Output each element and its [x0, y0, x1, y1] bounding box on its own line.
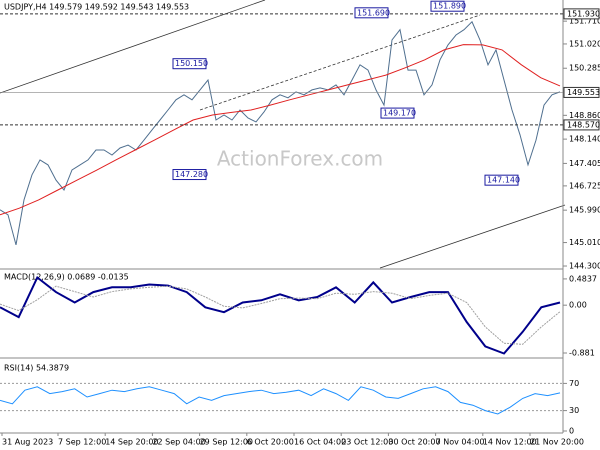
annotation-box: [430, 0, 465, 12]
annotation-label: 151.690: [357, 8, 390, 17]
y-tick-label: 144.300: [569, 262, 600, 271]
annotation-label: 149.170: [383, 109, 416, 118]
series-line: [0, 20, 561, 246]
y-tick-label: 150.285: [569, 64, 600, 73]
annotation-box: [172, 169, 207, 181]
y-tick-label: 30: [569, 406, 579, 415]
symbol-header: USDJPY,H4 149.579 149.592 149.543 149.55…: [4, 3, 189, 12]
level-label-box: [563, 119, 600, 131]
watermark: ActionForex.com: [217, 147, 383, 171]
annotation: 147.280: [172, 169, 208, 181]
x-tick-label: 29 Sep 12:00: [200, 438, 253, 447]
y-tick-label: 151.710: [569, 17, 600, 26]
channel-line: [379, 204, 566, 269]
level-label: 148.570: [567, 120, 600, 129]
level-label: 151.930: [567, 9, 600, 18]
y-tick-label: 146.725: [569, 181, 600, 190]
y-tick-label: 0.00: [569, 301, 587, 310]
y-tick-label: 147.405: [569, 159, 600, 168]
x-tick-label: 21 Nov 20:00: [530, 438, 584, 447]
x-tick-label: 31 Aug 2023: [2, 438, 53, 447]
series-line: [0, 275, 561, 355]
annotation-label: 150.150: [175, 59, 208, 68]
annotation-label: 147.140: [487, 176, 520, 185]
x-tick-label: 7 Sep 12:00: [58, 438, 106, 447]
annotation-label: 151.890: [433, 2, 466, 11]
annotation: 147.140: [484, 174, 520, 186]
y-tick-label: -0.881: [569, 349, 595, 358]
macd-title: MACD(12,26,9) 0.0689 -0.0135: [4, 273, 129, 282]
last-price-label: 149.553: [567, 88, 600, 97]
annotation-box: [484, 174, 519, 186]
y-tick-label: 151.020: [569, 39, 600, 48]
trend-line: [199, 14, 481, 111]
last-price-box: [563, 86, 600, 98]
annotation-label: 147.280: [175, 170, 208, 179]
annotation: 151.890: [430, 0, 466, 12]
frame: [0, 0, 564, 434]
channel-line: [0, 0, 266, 94]
x-tick-label: 6 Oct 20:00: [247, 438, 294, 447]
y-tick-label: 145.010: [569, 238, 600, 247]
y-tick-label: 148.860: [569, 111, 600, 120]
annotation-box: [172, 58, 207, 70]
y-tick-label: 0.4837: [569, 274, 597, 283]
series-line: [0, 44, 561, 216]
rsi-title: RSI(14) 54.3879: [4, 364, 69, 373]
annotation-box: [380, 107, 415, 119]
series-line: [0, 386, 561, 415]
y-tick-label: 145.990: [569, 206, 600, 215]
annotation: 151.690: [354, 7, 390, 19]
x-tick-label: 14 Nov 12:00: [483, 438, 537, 447]
x-tick-label: 7 Nov 04:00: [436, 438, 485, 447]
level-label-box: [563, 8, 600, 20]
x-tick-label: 16 Oct 04:00: [294, 438, 346, 447]
y-tick-label: 70: [569, 379, 579, 388]
x-tick-label: 22 Sep 04:00: [152, 438, 205, 447]
x-tick-label: 14 Sep 20:00: [105, 438, 158, 447]
annotation: 150.150: [172, 58, 208, 70]
x-tick-label: 30 Oct 20:00: [388, 438, 440, 447]
x-tick-label: 23 Oct 12:00: [341, 438, 393, 447]
annotation-box: [354, 7, 389, 19]
y-tick-label: 148.140: [569, 135, 600, 144]
annotation: 149.170: [380, 107, 416, 119]
y-tick-label: 0: [569, 427, 574, 436]
series-line: [0, 285, 561, 345]
